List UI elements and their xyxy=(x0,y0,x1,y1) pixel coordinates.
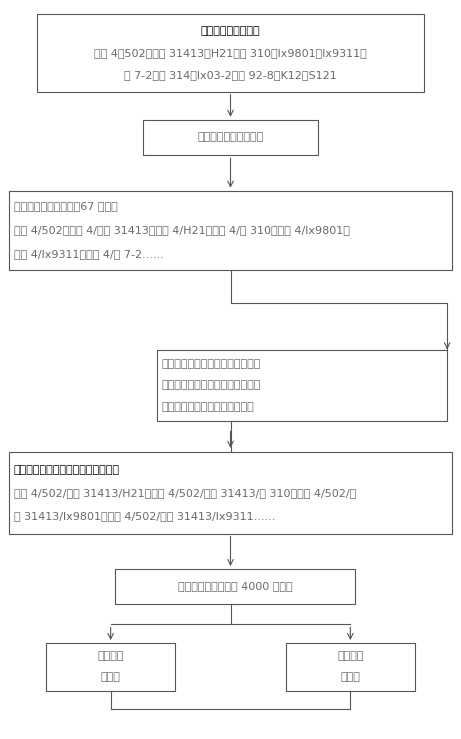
Text: 收获取等量种子种植 4000 株以上: 收获取等量种子种植 4000 株以上 xyxy=(178,582,292,591)
Text: 的材料: 的材料 xyxy=(340,672,361,682)
Text: 黄早 4/lx9311、黄早 4/昌 7-2......: 黄早 4/lx9311、黄早 4/昌 7-2...... xyxy=(14,249,164,259)
FancyBboxPatch shape xyxy=(9,191,452,270)
FancyBboxPatch shape xyxy=(115,569,355,604)
Text: 黄 31413/lx9801、黄早 4/502/汶黄 31413/lx9311......: 黄 31413/lx9801、黄早 4/502/汶黄 31413/lx9311.… xyxy=(14,511,275,521)
Text: 重合原则再进行杂交，即顶交。: 重合原则再进行杂交，即顶交。 xyxy=(161,402,254,412)
Text: 经过验证的原始材料: 经过验证的原始材料 xyxy=(201,26,260,35)
FancyBboxPatch shape xyxy=(46,643,175,691)
FancyBboxPatch shape xyxy=(37,14,424,92)
Text: 黄早 4/502/汶黄 31413/H21、黄早 4/502/汶黄 31413/齐 310、黄早 4/502/汶: 黄早 4/502/汶黄 31413/H21、黄早 4/502/汶黄 31413/… xyxy=(14,488,356,498)
FancyBboxPatch shape xyxy=(143,120,318,155)
Text: 的材料: 的材料 xyxy=(100,672,121,682)
FancyBboxPatch shape xyxy=(9,452,452,534)
Text: 组合亲本不重叠原则获得顶交组合：: 组合亲本不重叠原则获得顶交组合： xyxy=(14,465,120,474)
Text: 每个组合单独收获，并取等量种子: 每个组合单独收获，并取等量种子 xyxy=(161,358,261,369)
Text: 一半种植: 一半种植 xyxy=(337,652,364,661)
Text: 一半种植: 一半种植 xyxy=(97,652,124,661)
Text: 昌 7-2、武 314、lx03-2、凌 92-8、K12、S121: 昌 7-2、武 314、lx03-2、凌 92-8、K12、S121 xyxy=(124,70,337,80)
Text: 不完全双列杂交组合（67 个）：: 不完全双列杂交组合（67 个）： xyxy=(14,201,118,211)
FancyBboxPatch shape xyxy=(157,350,447,421)
Text: 材料间不完全双列杂交: 材料间不完全双列杂交 xyxy=(197,132,264,143)
Text: 分别种植，每个组合杂交用材料不: 分别种植，每个组合杂交用材料不 xyxy=(161,381,261,390)
FancyBboxPatch shape xyxy=(286,643,415,691)
Text: 黄早 4、502、汶黄 31413、H21、齐 310、lx9801、lx9311、: 黄早 4、502、汶黄 31413、H21、齐 310、lx9801、lx931… xyxy=(94,48,367,58)
Text: 黄早 4/502、黄早 4/汶黄 31413、黄早 4/H21、黄早 4/齐 310、黄早 4/lx9801、: 黄早 4/502、黄早 4/汶黄 31413、黄早 4/H21、黄早 4/齐 3… xyxy=(14,225,350,235)
